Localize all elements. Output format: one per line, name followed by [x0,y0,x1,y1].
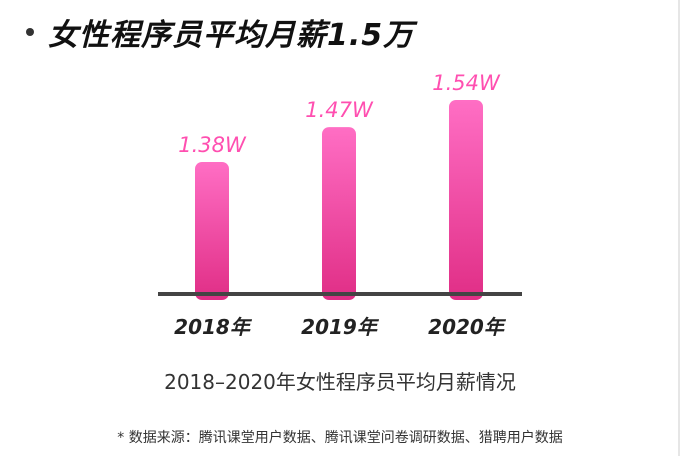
bar-1 [322,127,356,300]
x-tick-label: 2018年 [174,315,253,339]
headline: 女性程序员平均月薪1.5万 [26,10,414,54]
bar-chart: 1.38W 1.47W 1.54W 2018年 2019年 2020年 [158,71,522,339]
chart-caption: 2018–2020年女性程序员平均月薪情况 [164,370,516,394]
bar-value-label: 1.47W [305,98,374,122]
bar-2 [449,100,483,300]
x-tick-label: 2020年 [428,315,507,339]
x-tick-label: 2019年 [301,315,380,339]
bullet-dot-icon [26,28,34,36]
headline-text: 女性程序员平均月薪1.5万 [48,18,415,53]
source-note: * 数据来源：腾讯课堂用户数据、腾讯课堂问卷调研数据、猎聘用户数据 [117,430,563,446]
bar-value-label: 1.38W [178,133,247,157]
bar-0 [195,162,229,300]
bar-value-label: 1.54W [432,71,501,95]
